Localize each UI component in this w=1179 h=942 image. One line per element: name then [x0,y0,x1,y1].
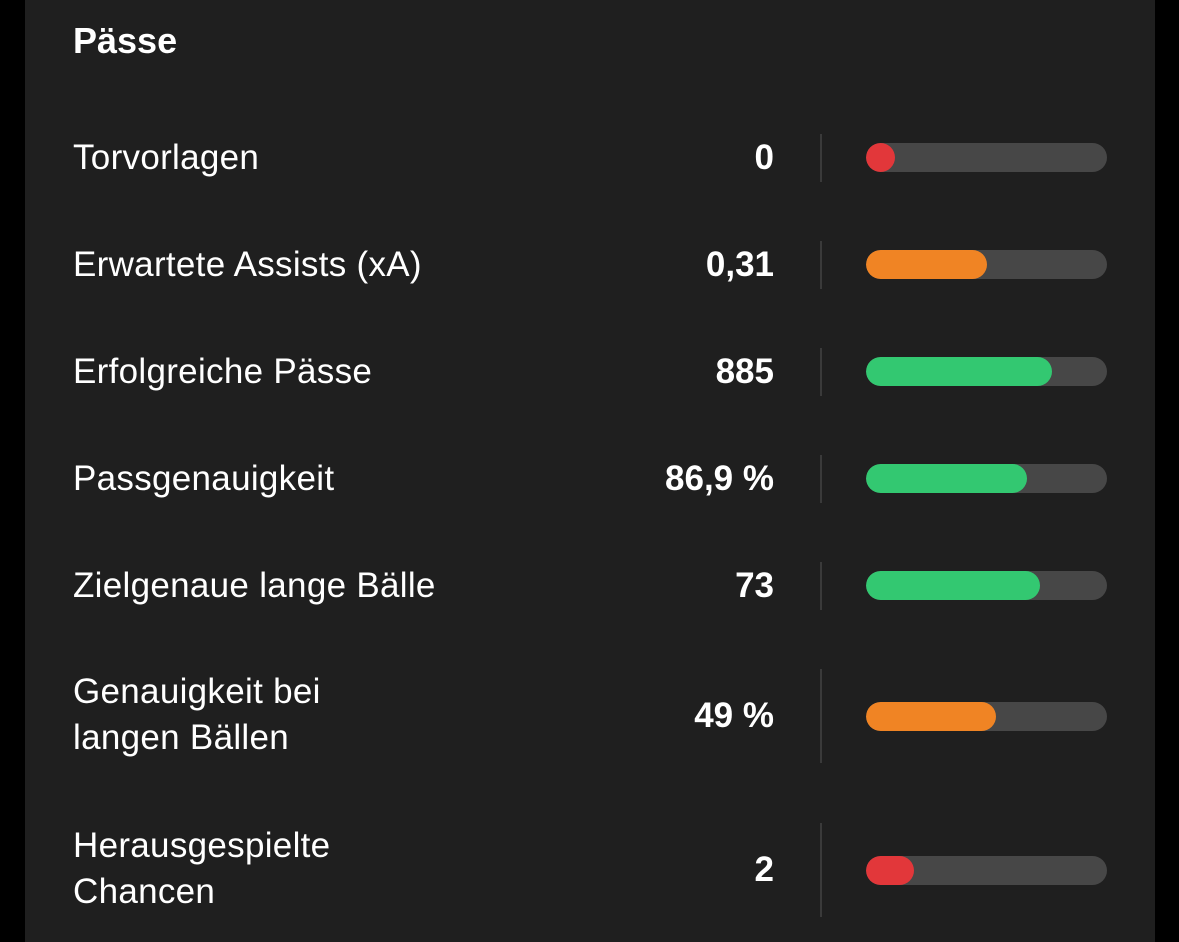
stat-bar-track [866,702,1107,731]
stat-value: 73 [735,566,774,605]
stat-label: Torvorlagen [73,138,260,177]
stat-bar-fill [866,250,987,279]
stat-bar-fill [866,464,1027,493]
stat-row-assists: Torvorlagen 0 [25,134,1155,182]
stat-bar-track [866,464,1107,493]
row-divider [820,241,822,289]
stat-bar-track [866,143,1107,172]
row-divider [820,134,822,182]
stat-bar-track [866,571,1107,600]
stat-value: 49 % [694,696,774,735]
stat-value: 0 [754,138,774,177]
stat-bar-fill [866,856,914,885]
stat-label: Erwartete Assists (xA) [73,245,422,284]
stat-bar-fill [866,571,1040,600]
stat-value: 86,9 % [665,459,774,498]
stat-value: 0,31 [705,245,774,284]
stat-label: Erfolgreiche Pässe [73,352,373,391]
stat-label: Herausgespielte Chancen [73,826,331,911]
stat-row-chances-created: Herausgespielte Chancen 2 [25,823,1155,917]
passes-stats-card: Pässe Torvorlagen 0 Erwartete Assists (x… [25,0,1155,942]
stat-label: Passgenauigkeit [73,459,335,498]
section-title: Pässe [73,20,178,61]
stat-row-expected-assists: Erwartete Assists (xA) 0,31 [25,241,1155,289]
stat-label: Zielgenaue lange Bälle [73,566,436,605]
stat-bar-track [866,856,1107,885]
row-divider [820,562,822,610]
stat-bar-fill [866,702,996,731]
stat-bar-fill [866,143,895,172]
stat-label: Genauigkeit bei langen Bällen [73,672,321,757]
stat-bar-fill [866,357,1052,386]
stat-row-accurate-long-balls: Zielgenaue lange Bälle 73 [25,562,1155,610]
row-divider [820,669,822,763]
stat-value: 2 [754,850,774,889]
stat-bar-track [866,357,1107,386]
row-divider [820,348,822,396]
stat-value: 885 [715,352,774,391]
row-divider [820,823,822,917]
row-divider [820,455,822,503]
stat-row-pass-accuracy: Passgenauigkeit 86,9 % [25,455,1155,503]
stat-row-successful-passes: Erfolgreiche Pässe 885 [25,348,1155,396]
stat-bar-track [866,250,1107,279]
stat-row-long-ball-accuracy: Genauigkeit bei langen Bällen 49 % [25,669,1155,763]
